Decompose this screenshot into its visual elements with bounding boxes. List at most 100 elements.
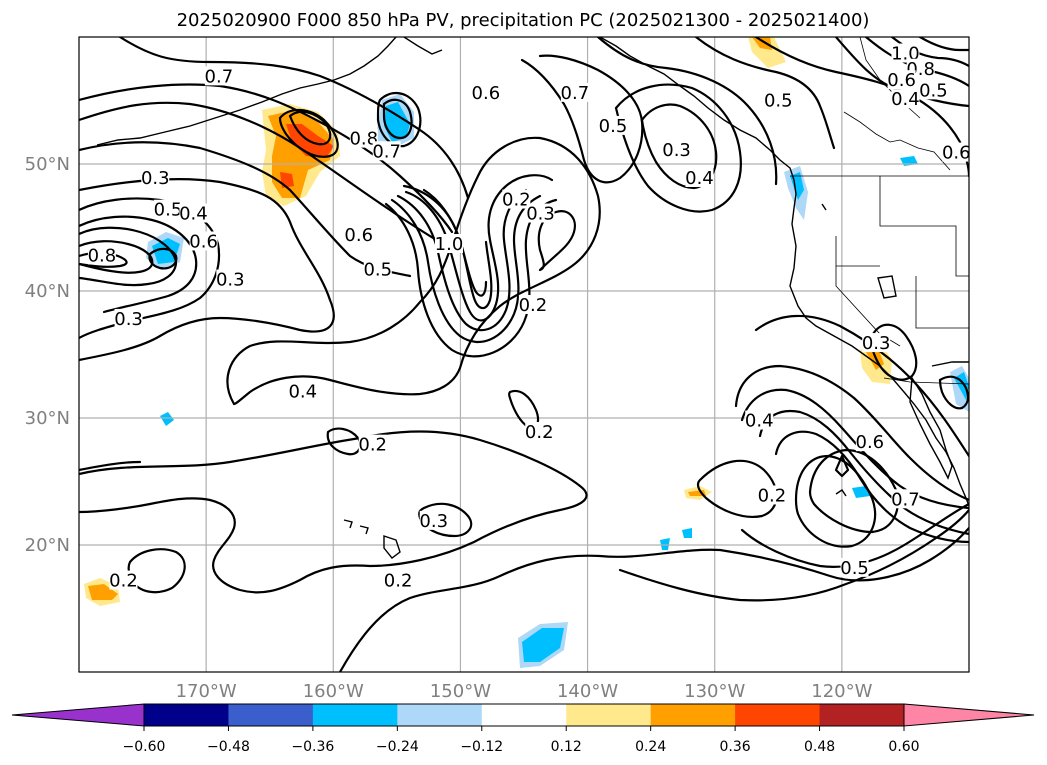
contour-label-bg bbox=[891, 43, 920, 63]
contour-line bbox=[734, 364, 969, 502]
lon-tick-label: 150°W bbox=[430, 681, 491, 702]
contour-label-bg bbox=[154, 199, 182, 219]
contour-label: 0.8 bbox=[88, 245, 117, 266]
contour-label: 0.7 bbox=[891, 489, 920, 510]
pv-contours bbox=[79, 37, 969, 672]
contour-line bbox=[614, 83, 742, 213]
contour-label-bg bbox=[887, 70, 916, 90]
contour-label-bg bbox=[942, 142, 969, 162]
lon-tick-label: 170°W bbox=[176, 681, 237, 702]
precip-positive-area bbox=[752, 37, 772, 50]
contour-label: 0.8 bbox=[349, 129, 378, 150]
contour-label: 0.4 bbox=[745, 411, 774, 432]
contour-label: 0.6 bbox=[887, 70, 916, 91]
contour-label-bg bbox=[764, 90, 793, 110]
contour-line bbox=[79, 460, 142, 472]
colorbar-tick-label: 0.12 bbox=[551, 739, 582, 755]
contour-line bbox=[694, 37, 836, 150]
map-area: 0.70.6 0.70.50.51.00.80.6 0.50.40.60.80.7 0… bbox=[79, 37, 969, 672]
colorbar-tick-label: −0.12 bbox=[460, 739, 503, 755]
contour-line bbox=[338, 526, 969, 672]
contour-line bbox=[79, 178, 335, 362]
contour-line bbox=[537, 210, 576, 272]
colorbar-tick-label: 0.36 bbox=[720, 739, 751, 755]
contour-line bbox=[382, 98, 413, 140]
contour-label: 0.2 bbox=[758, 485, 787, 506]
contour-label: 0.4 bbox=[288, 381, 317, 402]
colorbar-segment bbox=[819, 704, 905, 726]
contour-label-bg bbox=[599, 115, 627, 135]
colorbar-extend-low bbox=[11, 703, 145, 727]
colorbar-segment bbox=[144, 704, 229, 726]
contour-label-bg bbox=[518, 294, 547, 314]
contour-line bbox=[794, 454, 877, 548]
contour-label-bg bbox=[891, 489, 920, 509]
colorbar-tick-label: 0.60 bbox=[888, 739, 919, 755]
colorbar-segment bbox=[566, 704, 652, 726]
precip-negative-area bbox=[660, 538, 670, 550]
contour-label-bg bbox=[662, 140, 691, 160]
contour-line bbox=[79, 502, 152, 514]
contour-label: 0.5 bbox=[919, 80, 948, 101]
contour-label: 0.3 bbox=[662, 140, 691, 161]
lon-tick-label: 120°W bbox=[811, 681, 872, 702]
precip-negative-area bbox=[852, 486, 870, 498]
contour-label: 1.0 bbox=[435, 234, 464, 255]
contour-label-bg bbox=[87, 245, 116, 265]
contour-label-bg bbox=[560, 82, 589, 102]
colorbar-segment bbox=[735, 704, 821, 726]
lon-tick-label: 140°W bbox=[557, 681, 618, 702]
contour-line bbox=[118, 37, 470, 200]
colorbar-outline bbox=[143, 703, 905, 727]
contour-label-bg bbox=[502, 189, 531, 209]
colorbar-segment bbox=[228, 704, 314, 726]
contour-label: 0.5 bbox=[154, 200, 183, 221]
chart-title: 2025020900 F000 850 hPa PV, precipitatio… bbox=[177, 10, 870, 31]
contour-label: 0.2 bbox=[358, 435, 387, 456]
contour-label: 0.2 bbox=[502, 190, 531, 211]
colorbar-tick-label: −0.36 bbox=[291, 739, 334, 755]
contour-label-bg bbox=[204, 66, 233, 86]
colorbar-segment bbox=[650, 704, 736, 726]
contour-label: 0.2 bbox=[384, 571, 413, 592]
contour-line bbox=[418, 502, 473, 538]
contour-line bbox=[834, 454, 850, 478]
lat-tick-label: 40°N bbox=[25, 281, 70, 302]
contour-line bbox=[376, 91, 422, 148]
colorbar-tick-label: 0.48 bbox=[804, 739, 835, 755]
contour-line bbox=[808, 448, 899, 534]
contour-label-bg bbox=[384, 570, 413, 590]
contour-label: 0.6 bbox=[856, 432, 885, 453]
colorbar: −0.60 −0.48 −0.36 −0.24 −0.12 0.12 0.24 0.36 0.4… bbox=[11, 703, 1035, 755]
contour-label: 0.3 bbox=[862, 333, 891, 354]
contour-label-bg bbox=[757, 485, 786, 505]
lon-tick-label: 160°W bbox=[303, 681, 364, 702]
contour-label-bg bbox=[109, 570, 138, 590]
contour-line bbox=[384, 198, 558, 358]
colorbar-segment bbox=[312, 704, 398, 726]
contour-label: 0.7 bbox=[205, 66, 234, 87]
contour-label-bg bbox=[344, 225, 373, 245]
contour-label-bg bbox=[372, 141, 401, 161]
latitude-tick-labels: 20°N 30°N 40°N 50°N bbox=[25, 154, 70, 556]
colorbar-extend-high bbox=[903, 703, 1035, 727]
precip-positive-area bbox=[280, 172, 294, 188]
contour-label: 0.2 bbox=[109, 571, 138, 592]
contour-label-bg bbox=[685, 167, 714, 187]
coastlines bbox=[96, 37, 969, 559]
precip-negative-area bbox=[152, 238, 180, 264]
contour-line bbox=[79, 141, 412, 278]
contour-label-bg bbox=[919, 80, 948, 100]
contour-label: 0.5 bbox=[840, 558, 869, 579]
contour-line bbox=[226, 136, 601, 406]
contour-label-bg bbox=[471, 82, 500, 102]
contour-label: 0.3 bbox=[526, 204, 555, 225]
contour-label: 0.5 bbox=[363, 259, 392, 280]
contour-line bbox=[79, 430, 588, 594]
lat-tick-label: 50°N bbox=[25, 154, 70, 175]
contour-label: 0.6 bbox=[472, 83, 501, 104]
contour-label: 0.2 bbox=[525, 422, 554, 443]
contour-label-bg bbox=[358, 434, 387, 454]
contour-label: 0.3 bbox=[141, 168, 170, 189]
longitude-tick-labels: 170°W 160°W 150°W 140°W 130°W 120°W bbox=[176, 681, 873, 702]
